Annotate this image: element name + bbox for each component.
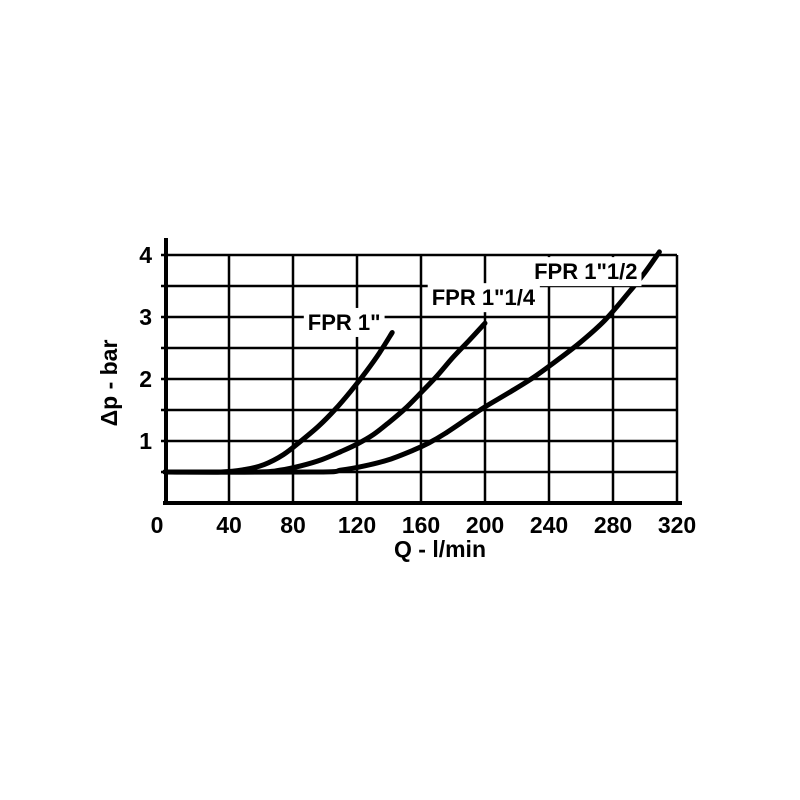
grid [161, 253, 679, 503]
series-label: FPR 1" [308, 310, 381, 335]
curve-fpr-1-1-4 [162, 320, 488, 475]
x-tick-label: 80 [280, 512, 306, 538]
series-label-background [303, 307, 385, 337]
x-tick-label: 320 [658, 512, 696, 538]
x-tick-label: 0 [151, 512, 164, 538]
series-label: FPR 1"1/2 [534, 259, 637, 284]
series-label-background [427, 283, 540, 313]
series-label-group: FPR 1"1/4 [427, 283, 540, 313]
y-tick-label: 1 [139, 428, 152, 454]
x-axis-label: Q - l/min [394, 536, 486, 562]
series-label-group: FPR 1" [303, 307, 385, 337]
series-label: FPR 1"1/4 [432, 285, 536, 310]
y-tick-label: 3 [139, 304, 152, 330]
x-tick-label: 40 [216, 512, 242, 538]
y-tick-label: 4 [139, 242, 152, 268]
curves [162, 249, 662, 475]
series-label-background [530, 257, 642, 287]
axes [163, 238, 682, 505]
x-tick-label: 160 [402, 512, 440, 538]
curve-fpr-1-1-2 [162, 249, 662, 475]
x-tick-label: 240 [530, 512, 568, 538]
x-tick-label: 120 [338, 512, 376, 538]
series-label-group: FPR 1"1/2 [530, 257, 642, 287]
y-tick-label: 2 [139, 366, 152, 392]
x-tick-label: 280 [594, 512, 632, 538]
y-axis-label: Δp - bar [96, 340, 122, 427]
x-tick-label: 200 [466, 512, 504, 538]
